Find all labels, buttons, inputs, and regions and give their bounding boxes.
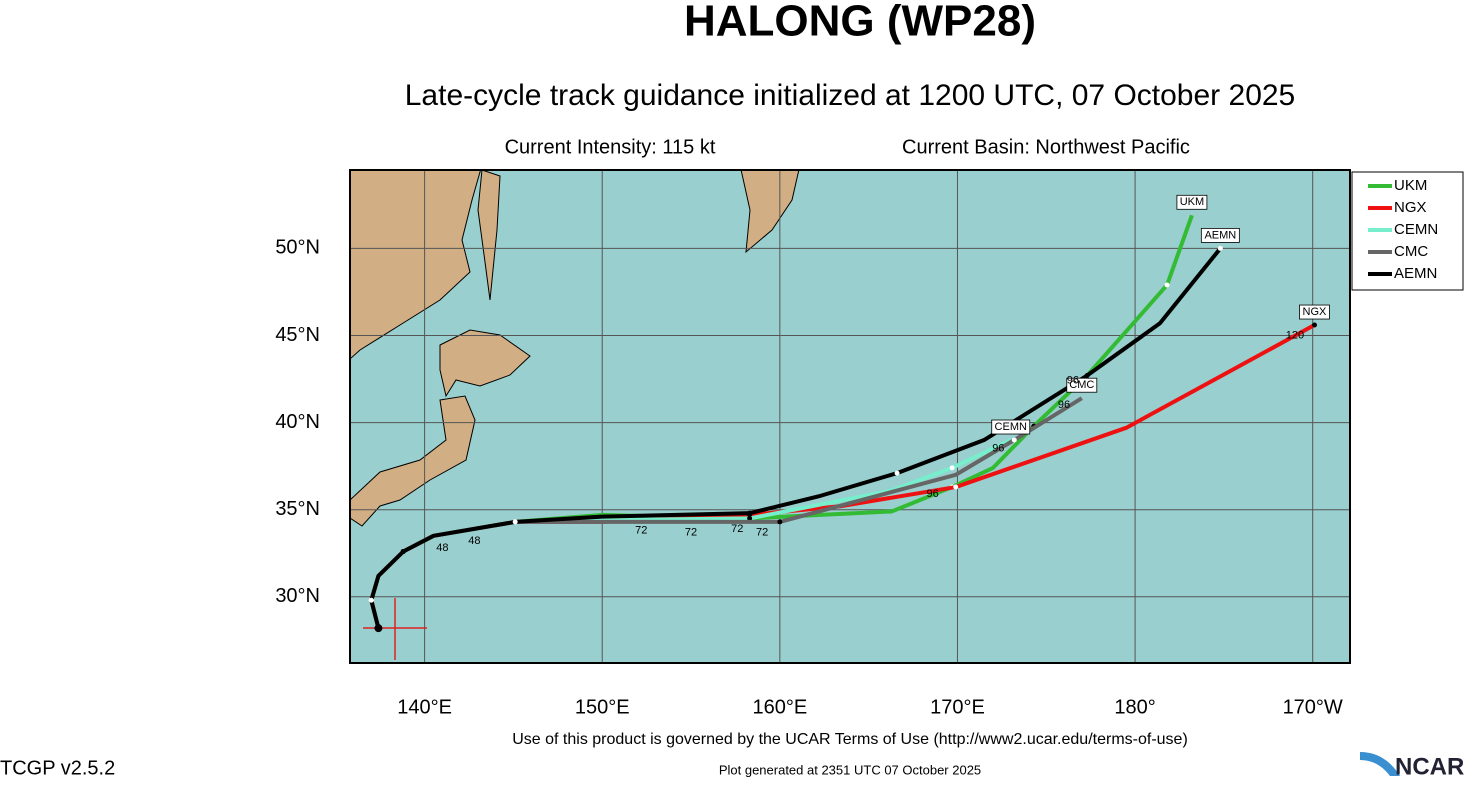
track-end-box xyxy=(991,419,1031,435)
ocean xyxy=(350,170,1350,663)
track-point xyxy=(1311,322,1317,328)
map-frame xyxy=(349,169,1351,664)
hokkaido xyxy=(439,329,531,398)
track-end-box xyxy=(1066,377,1098,393)
track-point xyxy=(1217,245,1223,251)
kamchatka xyxy=(740,170,800,254)
legend-label: CMC xyxy=(1394,243,1428,260)
hour-label: 96 xyxy=(1067,375,1079,387)
track-point xyxy=(400,549,406,555)
x-tick-label: 170°W xyxy=(1283,696,1343,718)
sakhalin xyxy=(477,170,501,301)
legend-label: UKM xyxy=(1394,177,1427,194)
track-end-label: AEMN xyxy=(1204,229,1236,241)
y-tick-label: 45°N xyxy=(275,324,320,346)
y-tick-label: 50°N xyxy=(275,237,320,259)
land xyxy=(350,170,800,527)
track-point xyxy=(1164,282,1170,288)
y-tick-label: 40°N xyxy=(275,411,320,433)
track-point xyxy=(512,519,518,525)
track-point xyxy=(777,519,783,525)
x-tick-label: 150°E xyxy=(575,696,630,718)
track-point xyxy=(894,470,900,476)
version: TCGP v2.5.2 xyxy=(0,757,115,779)
logo: NCAR xyxy=(1395,753,1464,780)
track-point xyxy=(949,465,955,471)
terms: Use of this product is governed by the U… xyxy=(512,731,1188,748)
basin: Current Basin: Northwest Pacific xyxy=(902,136,1190,158)
track-point xyxy=(747,515,753,521)
subtitle: Late-cycle track guidance initialized at… xyxy=(405,79,1296,112)
legend-label: CEMN xyxy=(1394,221,1438,238)
track-end-label: CEMN xyxy=(995,421,1027,433)
intensity: Current Intensity: 115 kt xyxy=(505,136,716,158)
current-position xyxy=(374,624,383,633)
hour-label: 72 xyxy=(635,525,647,537)
legend-label: NGX xyxy=(1394,199,1427,216)
hour-label: 48 xyxy=(436,542,448,554)
track-point xyxy=(368,597,374,603)
track-end-label: UKM xyxy=(1180,196,1204,208)
track-end-box xyxy=(1176,194,1208,210)
track-end-label: NGX xyxy=(1303,306,1328,318)
track-point xyxy=(953,484,959,490)
track-end-box xyxy=(1299,304,1330,320)
x-tick-label: 170°E xyxy=(930,696,985,718)
track-end-label: CMC xyxy=(1069,379,1094,391)
hour-label: 120 xyxy=(1286,329,1304,341)
title: HALONG (WP28) xyxy=(684,0,1036,46)
track-point xyxy=(1011,437,1017,443)
hour-label: 72 xyxy=(731,523,743,535)
grid xyxy=(350,170,1350,663)
asia xyxy=(350,170,482,360)
hour-label: 96 xyxy=(1058,399,1070,411)
y-tick-label: 30°N xyxy=(275,585,320,607)
track-point xyxy=(1084,373,1090,379)
hour-label: 96 xyxy=(926,488,938,500)
legend-label: AEMN xyxy=(1394,265,1437,282)
x-tick-label: 180° xyxy=(1114,696,1155,718)
hour-label: 48 xyxy=(468,535,480,547)
honshu xyxy=(350,395,476,527)
hour-label: 72 xyxy=(685,526,697,538)
y-tick-label: 35°N xyxy=(275,498,320,520)
x-tick-label: 140°E xyxy=(397,696,452,718)
logo-swoosh xyxy=(1360,752,1400,776)
track-point xyxy=(747,510,753,516)
hour-label: 72 xyxy=(756,526,768,538)
hour-label: 96 xyxy=(992,443,1004,455)
generated: Plot generated at 2351 UTC 07 October 20… xyxy=(719,762,981,777)
track-end-box xyxy=(1200,227,1240,243)
x-tick-label: 160°E xyxy=(752,696,807,718)
